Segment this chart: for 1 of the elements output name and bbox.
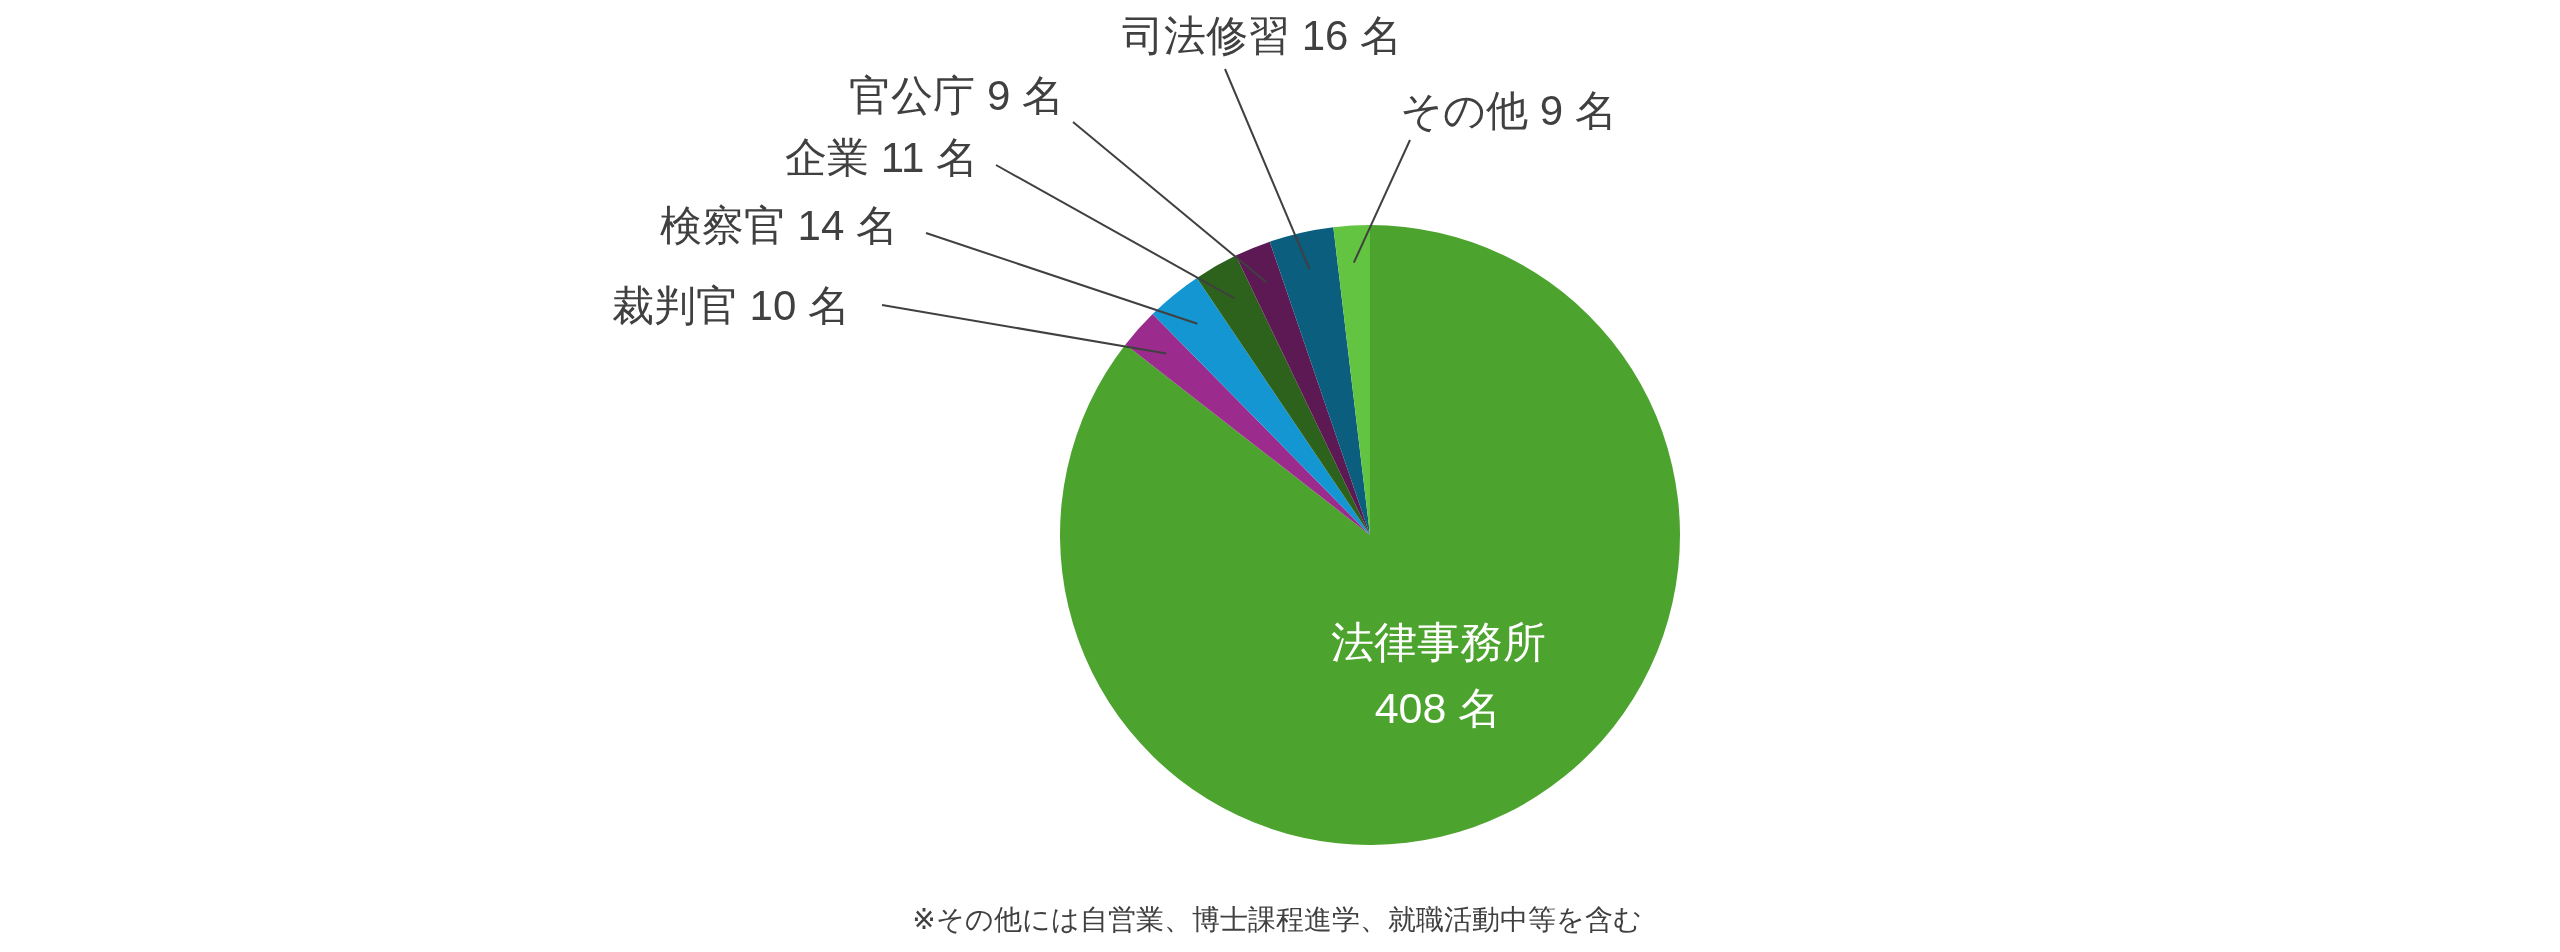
annotation: ※その他には自営業、博士課程進学、就職活動中等を含む	[912, 903, 1642, 935]
